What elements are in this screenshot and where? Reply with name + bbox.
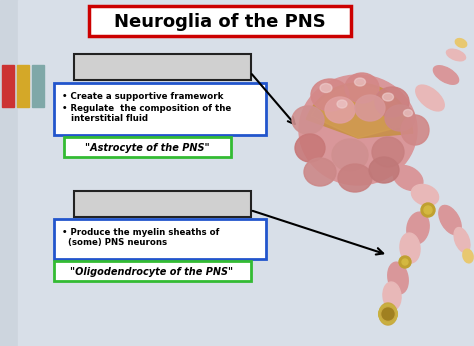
Ellipse shape — [403, 109, 412, 117]
Ellipse shape — [372, 137, 404, 167]
Ellipse shape — [388, 262, 408, 294]
Ellipse shape — [439, 206, 461, 235]
Ellipse shape — [454, 228, 470, 253]
Ellipse shape — [345, 73, 379, 103]
FancyBboxPatch shape — [64, 137, 231, 157]
Text: "Astrocyte of the PNS": "Astrocyte of the PNS" — [85, 143, 210, 153]
Ellipse shape — [416, 85, 444, 111]
Circle shape — [402, 259, 408, 265]
Ellipse shape — [337, 100, 347, 108]
Ellipse shape — [383, 282, 401, 310]
Wedge shape — [311, 86, 408, 138]
Text: "Oligodendrocyte of the PNS": "Oligodendrocyte of the PNS" — [71, 267, 234, 277]
Ellipse shape — [463, 249, 473, 263]
Ellipse shape — [369, 157, 399, 183]
Circle shape — [424, 206, 432, 214]
Text: • Regulate  the composition of the
   interstitial fluid: • Regulate the composition of the inters… — [62, 104, 231, 124]
Ellipse shape — [379, 303, 397, 325]
Circle shape — [399, 256, 411, 268]
FancyBboxPatch shape — [74, 191, 251, 217]
Text: • Create a supportive framework: • Create a supportive framework — [62, 92, 224, 101]
Ellipse shape — [456, 38, 467, 47]
Ellipse shape — [401, 115, 429, 145]
FancyBboxPatch shape — [54, 261, 251, 281]
Circle shape — [421, 203, 435, 217]
FancyBboxPatch shape — [74, 54, 251, 80]
Ellipse shape — [332, 139, 368, 171]
Ellipse shape — [375, 87, 409, 117]
Ellipse shape — [447, 49, 465, 61]
Ellipse shape — [400, 233, 420, 263]
Bar — [32, 65, 44, 107]
Ellipse shape — [311, 79, 349, 111]
FancyBboxPatch shape — [54, 83, 266, 135]
Ellipse shape — [385, 105, 415, 131]
Bar — [17, 65, 29, 107]
Wedge shape — [306, 83, 413, 138]
Text: • Produce the myelin sheaths of
  (some) PNS neurons: • Produce the myelin sheaths of (some) P… — [62, 228, 219, 247]
Ellipse shape — [433, 66, 459, 84]
Ellipse shape — [383, 93, 393, 101]
FancyBboxPatch shape — [89, 6, 351, 36]
Ellipse shape — [325, 97, 355, 123]
Ellipse shape — [320, 83, 332, 92]
Ellipse shape — [355, 78, 365, 86]
Ellipse shape — [407, 212, 429, 244]
Ellipse shape — [393, 165, 423, 190]
Ellipse shape — [299, 75, 417, 185]
Ellipse shape — [292, 106, 324, 134]
Ellipse shape — [411, 184, 438, 206]
Ellipse shape — [355, 95, 385, 121]
Ellipse shape — [338, 164, 372, 192]
Text: Neuroglia of the PNS: Neuroglia of the PNS — [114, 13, 326, 31]
FancyBboxPatch shape — [54, 219, 266, 259]
Bar — [2, 65, 14, 107]
Ellipse shape — [295, 134, 325, 162]
Ellipse shape — [304, 158, 336, 186]
Circle shape — [382, 308, 394, 320]
